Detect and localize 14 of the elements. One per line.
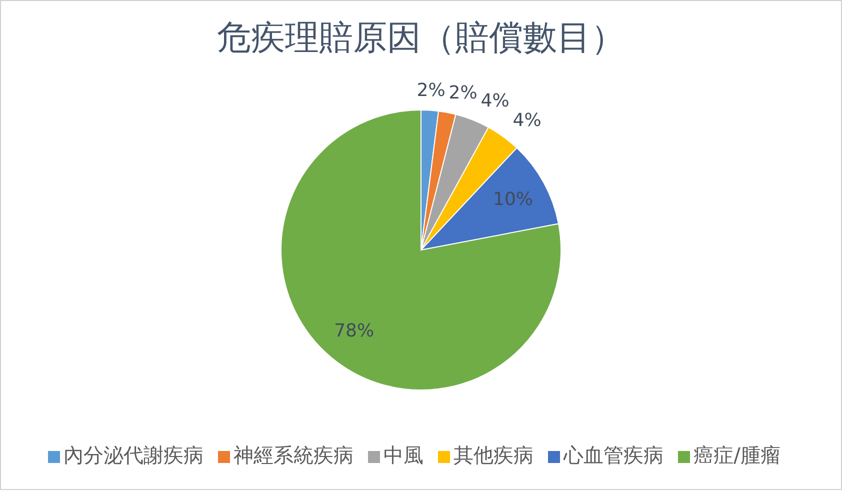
pie-slice — [280, 110, 562, 390]
data-label: 78% — [334, 320, 374, 342]
data-label: 2% — [416, 80, 446, 101]
data-label: 10% — [493, 188, 534, 210]
legend-label: 神經系統疾病 — [234, 443, 354, 467]
data-label: 4% — [512, 110, 542, 132]
chart-title: 危疾理賠原因（賠償數目） — [216, 17, 626, 60]
legend-label: 中風 — [384, 443, 424, 467]
legend-label: 內分泌代謝疾病 — [64, 443, 204, 467]
legend-label: 癌症/腫瘤 — [694, 443, 780, 467]
legend-label: 其他疾病 — [454, 443, 534, 467]
data-label: 4% — [480, 90, 510, 112]
data-label: 2% — [448, 82, 478, 104]
legend-label: 心血管疾病 — [564, 443, 664, 467]
